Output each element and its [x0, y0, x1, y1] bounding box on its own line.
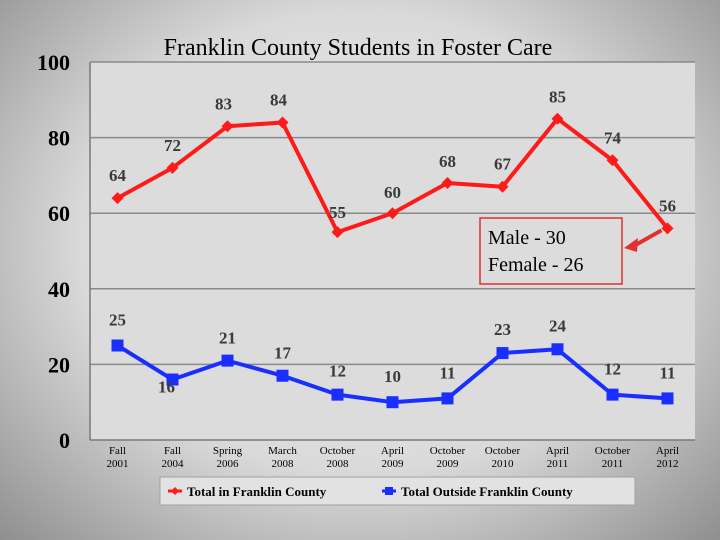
data-label-0-0: 64 [109, 166, 127, 185]
data-label-1-8: 24 [549, 316, 567, 335]
point-1-4 [331, 388, 344, 401]
data-label-1-10: 11 [659, 363, 675, 382]
point-1-10 [661, 392, 674, 405]
point-0-2 [221, 120, 234, 133]
point-0-6 [441, 176, 454, 189]
data-label-0-3: 84 [270, 90, 288, 109]
data-label-1-5: 10 [384, 367, 401, 386]
point-0-0 [111, 192, 124, 205]
x-tick-5: April 2009 [381, 445, 404, 470]
y-tick-60: 60 [48, 201, 70, 226]
x-tick-10: April 2012 [656, 445, 679, 470]
data-label-0-6: 68 [439, 152, 456, 171]
x-tick-4: October 2008 [320, 445, 356, 470]
callout-line-1: Female - 26 [488, 254, 584, 276]
x-axis-ticks: Fall 2001 Fall 2004 Spring 2006 March 2008 Octob… [107, 445, 680, 470]
point-0-5 [386, 207, 399, 220]
point-0-9 [606, 154, 619, 167]
callout-box [479, 217, 623, 285]
data-label-1-6: 11 [439, 363, 455, 382]
data-label-1-0: 25 [109, 311, 126, 330]
x-tick-0: Fall 2001 [107, 445, 129, 470]
y-tick-0: 0 [59, 428, 70, 453]
data-label-1-9: 12 [604, 360, 621, 379]
data-label-1-1: 16 [158, 378, 175, 397]
x-tick-2: Spring 2006 [213, 445, 243, 470]
point-1-1 [166, 373, 179, 386]
x-tick-6: October 2009 [430, 445, 466, 470]
legend-box [159, 476, 636, 506]
point-0-3 [276, 116, 289, 129]
data-label-1-2: 21 [219, 329, 236, 348]
data-label-1-4: 12 [329, 362, 346, 381]
data-label-0-7: 67 [494, 155, 512, 174]
y-tick-100: 100 [37, 50, 70, 75]
point-0-10 [661, 222, 674, 235]
x-tick-3: March 2008 [268, 445, 297, 470]
callout: Male - 30 Female - 26 [479, 217, 663, 285]
point-1-2 [221, 354, 234, 367]
data-label-0-1: 72 [164, 136, 181, 155]
point-0-4 [331, 226, 344, 239]
data-label-0-4: 55 [329, 203, 346, 222]
legend-marker-1 [385, 487, 393, 495]
point-1-5 [386, 396, 399, 409]
data-label-1-3: 17 [274, 344, 292, 363]
data-label-0-10: 56 [659, 196, 676, 215]
y-tick-20: 20 [48, 352, 70, 377]
data-label-1-7: 23 [494, 320, 511, 339]
legend-label-1: Total Outside Franklin County [401, 484, 573, 499]
series-layer: 64 72 83 84 55 60 68 67 85 74 56 25 16 21 17 12 10 11 23 24… [109, 88, 676, 409]
point-1-6 [441, 392, 454, 405]
chart-title: Franklin County Students in Foster Care [164, 35, 553, 61]
data-label-0-8: 85 [549, 88, 566, 107]
y-tick-40: 40 [48, 277, 70, 302]
point-1-0 [111, 339, 124, 352]
data-label-0-9: 74 [604, 128, 622, 147]
point-0-7 [496, 180, 509, 193]
point-0-1 [166, 161, 179, 174]
x-tick-7: October 2010 [485, 445, 521, 470]
x-tick-1: Fall 2004 [162, 445, 185, 470]
legend-marker-0 [171, 487, 179, 495]
x-tick-8: April 2011 [546, 445, 569, 470]
point-0-8 [551, 112, 564, 125]
point-1-3 [276, 369, 289, 382]
callout-line-0: Male - 30 [488, 227, 566, 249]
legend: Total in Franklin County Total Outside Fr… [159, 476, 636, 506]
series-1: 25 16 21 17 12 10 11 23 24 12 11 [109, 311, 676, 409]
y-axis-ticks: 0 20 40 60 80 100 [37, 50, 70, 453]
x-tick-9: October 2011 [595, 445, 631, 470]
point-1-7 [496, 347, 509, 360]
point-1-9 [606, 388, 619, 401]
data-label-0-5: 60 [384, 183, 401, 202]
point-1-8 [551, 343, 564, 356]
callout-arrow-head [624, 238, 638, 252]
data-label-0-2: 83 [215, 94, 232, 113]
series-0: 64 72 83 84 55 60 68 67 85 74 56 [109, 88, 676, 239]
legend-label-0: Total in Franklin County [187, 484, 327, 499]
y-tick-80: 80 [48, 126, 70, 151]
